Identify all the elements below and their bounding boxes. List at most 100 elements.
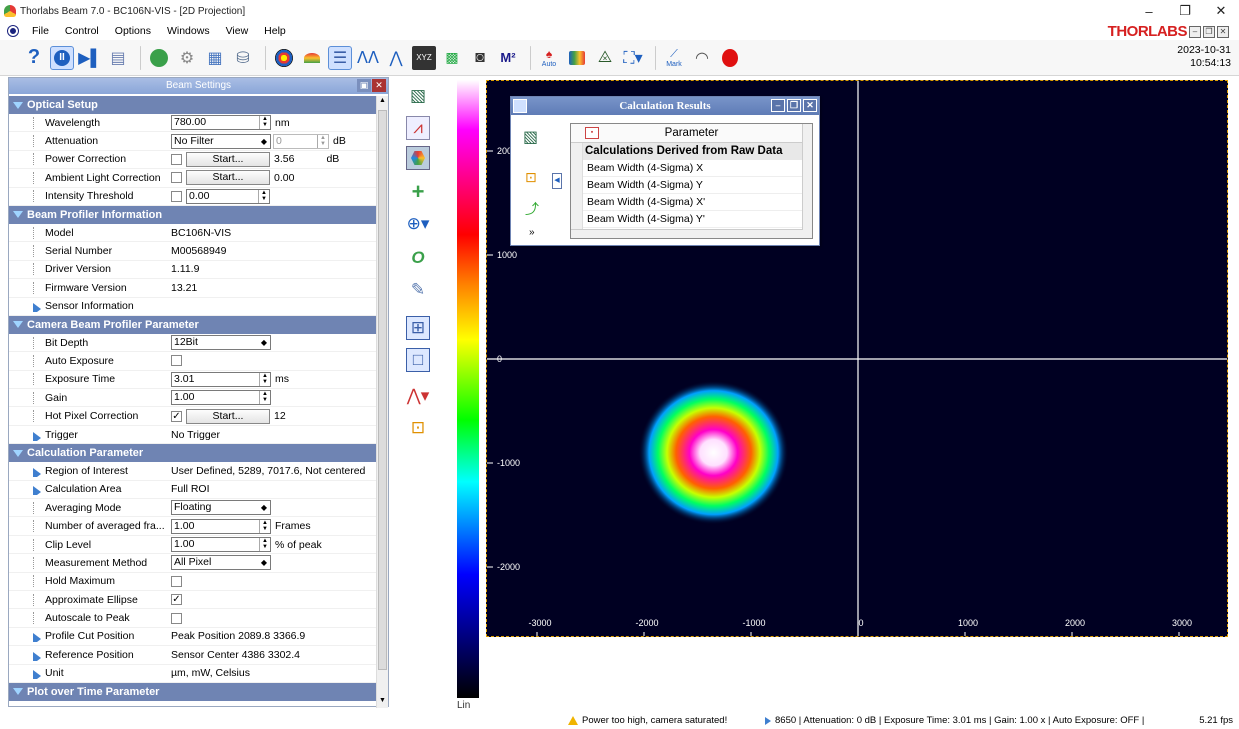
panel-scrollbar[interactable]: ▲ ▼ bbox=[376, 96, 388, 708]
mdi-close-icon[interactable]: ✕ bbox=[1217, 25, 1229, 38]
row-calc-area[interactable]: Calculation Area Full ROI bbox=[9, 481, 376, 500]
calc-export-icon[interactable]: ⤴ bbox=[525, 201, 539, 217]
row-profile-cut[interactable]: Profile Cut Position Peak Position 2089.… bbox=[9, 628, 376, 647]
menu-control[interactable]: Control bbox=[64, 25, 99, 37]
calc-table-scrollbar[interactable] bbox=[802, 124, 812, 238]
hot-pixel-checkbox[interactable]: ✓ bbox=[171, 410, 182, 422]
ellipse-icon[interactable]: O bbox=[411, 248, 425, 267]
measurement-method-select[interactable]: All Pixel ◆ bbox=[171, 555, 271, 571]
calc-row-xp[interactable]: Beam Width (4-Sigma) X' bbox=[571, 194, 812, 211]
intensity-threshold-checkbox[interactable] bbox=[171, 190, 182, 202]
expand-arrow-icon[interactable] bbox=[33, 486, 41, 496]
xyz-icon[interactable]: XYZ bbox=[412, 45, 436, 70]
crosshair-icon[interactable]: ⊕▾ bbox=[406, 214, 430, 233]
save-image-icon[interactable]: ▧ bbox=[409, 86, 427, 105]
calc-row-x[interactable]: Beam Width (4-Sigma) X bbox=[571, 160, 812, 177]
calc-row-yp[interactable]: Beam Width (4-Sigma) Y' bbox=[571, 211, 812, 228]
profile-b-icon[interactable]: ⋀ bbox=[389, 49, 403, 67]
section-plot-over-time[interactable]: Plot over Time Parameter bbox=[9, 682, 376, 701]
edit-icon[interactable]: ✎ bbox=[410, 280, 426, 299]
scroll-down-icon[interactable]: ▼ bbox=[379, 697, 386, 704]
panel-float-icon[interactable]: ▣ bbox=[357, 79, 371, 92]
color-wheel-icon[interactable] bbox=[406, 146, 430, 170]
mdi-restore-icon[interactable]: ❐ bbox=[1203, 25, 1215, 38]
scroll-up-icon[interactable]: ▲ bbox=[379, 97, 386, 104]
red-drop-icon[interactable] bbox=[718, 46, 742, 70]
chart-icon[interactable]: ⩘ bbox=[406, 116, 430, 140]
num-averaged-input[interactable]: 1.00 ▲ ▼ bbox=[171, 518, 271, 534]
section-beam-profiler-info[interactable]: Beam Profiler Information bbox=[9, 205, 376, 224]
section-optical-setup[interactable]: Optical Setup bbox=[9, 96, 376, 114]
calc-save-icon[interactable]: ▧ bbox=[523, 129, 539, 146]
wavelength-input[interactable]: 780.00 ▲ ▼ bbox=[171, 115, 271, 131]
menu-app-icon[interactable] bbox=[8, 26, 18, 36]
expand-arrow-icon[interactable] bbox=[33, 651, 41, 661]
beam-icon[interactable] bbox=[300, 46, 324, 70]
auto-icon[interactable]: ♠ Auto bbox=[541, 47, 557, 68]
exposure-time-input[interactable]: 3.01 ▲ ▼ bbox=[171, 371, 271, 387]
menu-file[interactable]: File bbox=[32, 25, 49, 37]
profile-icon[interactable]: ᐱᐱ bbox=[357, 49, 379, 67]
gain-input[interactable]: 1.00 ▲ ▼ bbox=[171, 390, 271, 406]
minimize-button[interactable]: – bbox=[1145, 3, 1153, 19]
hold-maximum-checkbox[interactable] bbox=[171, 575, 182, 587]
section-camera-parameter[interactable]: Camera Beam Profiler Parameter bbox=[9, 315, 376, 334]
close-button[interactable]: ✕ bbox=[1215, 3, 1227, 18]
calc-restore-icon[interactable]: ❐ bbox=[787, 99, 801, 112]
calc-table-header[interactable]: ▪ Parameter bbox=[571, 124, 812, 143]
expand-arrow-icon[interactable] bbox=[33, 467, 41, 477]
row-sensor-info[interactable]: Sensor Information bbox=[9, 298, 376, 316]
settings-icon[interactable]: ▤ bbox=[110, 49, 126, 67]
peak-icon[interactable]: ⋀▾ bbox=[406, 386, 430, 405]
camera-icon[interactable] bbox=[147, 46, 171, 70]
frame-icon[interactable]: □ bbox=[406, 348, 430, 372]
gauge-icon[interactable]: ◠ bbox=[695, 49, 709, 67]
maximize-button[interactable]: ❐ bbox=[1179, 3, 1191, 18]
menu-view[interactable]: View bbox=[225, 25, 249, 37]
expand-arrow-icon[interactable] bbox=[33, 431, 41, 441]
calc-row-y[interactable]: Beam Width (4-Sigma) Y bbox=[571, 177, 812, 194]
calc-group-row[interactable]: Calculations Derived from Raw Data bbox=[571, 143, 812, 160]
target-icon[interactable] bbox=[272, 46, 296, 70]
calc-more-icon[interactable]: » bbox=[529, 227, 535, 238]
calc-close-icon[interactable]: ✕ bbox=[803, 99, 817, 112]
help-icon[interactable]: ? bbox=[27, 46, 41, 68]
power-correction-checkbox[interactable] bbox=[171, 153, 182, 165]
calc-table-hscrollbar[interactable] bbox=[571, 229, 803, 238]
attenuation-select[interactable]: No Filter ◆ bbox=[171, 133, 271, 149]
expand-arrow-icon[interactable] bbox=[33, 633, 41, 643]
gears-icon[interactable]: ⚙ bbox=[179, 49, 195, 67]
camera-m-icon[interactable]: ◙ bbox=[475, 48, 485, 66]
m2-icon[interactable]: M² bbox=[500, 50, 516, 65]
row-unit[interactable]: Unit µm, mW, Celsius bbox=[9, 665, 376, 683]
hot-pixel-start-button[interactable]: Start... bbox=[186, 408, 270, 424]
ambient-light-checkbox[interactable] bbox=[171, 172, 182, 184]
clip-level-input[interactable]: 1.00 ▲ ▼ bbox=[171, 537, 271, 552]
triangle-icon[interactable]: ⨻ bbox=[597, 48, 613, 66]
autoscale-peak-checkbox[interactable] bbox=[171, 612, 182, 624]
calc-lock-icon[interactable]: ⊡ bbox=[525, 169, 537, 185]
bit-depth-select[interactable]: 12Bit ◆ bbox=[171, 335, 271, 351]
calc-minimize-icon[interactable]: – bbox=[771, 99, 785, 112]
menu-help[interactable]: Help bbox=[264, 25, 286, 37]
play-icon[interactable]: ▶▌ bbox=[78, 49, 102, 67]
database-icon[interactable]: ▦ bbox=[207, 49, 223, 67]
menu-windows[interactable]: Windows bbox=[166, 25, 210, 37]
averaging-mode-select[interactable]: Floating ◆ bbox=[171, 500, 271, 516]
intensity-threshold-input[interactable]: 0.00 ▲ ▼ bbox=[186, 188, 270, 204]
expand-arrow-icon[interactable] bbox=[33, 303, 41, 313]
ambient-light-start-button[interactable]: Start... bbox=[186, 170, 270, 186]
power-icon[interactable]: ⛁ bbox=[236, 49, 250, 67]
row-trigger[interactable]: Trigger No Trigger bbox=[9, 426, 376, 445]
add-icon[interactable]: + bbox=[411, 179, 425, 204]
frame-icon[interactable]: ⛶▾ bbox=[623, 49, 643, 67]
calc-window-header[interactable]: Calculation Results – ❐ ✕ bbox=[511, 97, 819, 115]
pause-icon[interactable]: II bbox=[50, 45, 74, 70]
row-roi[interactable]: Region of Interest User Defined, 5289, 7… bbox=[9, 462, 376, 481]
panel-close-icon[interactable]: ✕ bbox=[372, 79, 386, 92]
calc-collapse-icon[interactable]: ◀ bbox=[552, 173, 562, 189]
lock-icon[interactable]: ⊡ bbox=[410, 418, 426, 437]
expand-arrow-icon[interactable] bbox=[33, 670, 41, 680]
mdi-minimize-icon[interactable]: – bbox=[1189, 25, 1201, 38]
auto-exposure-checkbox[interactable] bbox=[171, 355, 182, 367]
